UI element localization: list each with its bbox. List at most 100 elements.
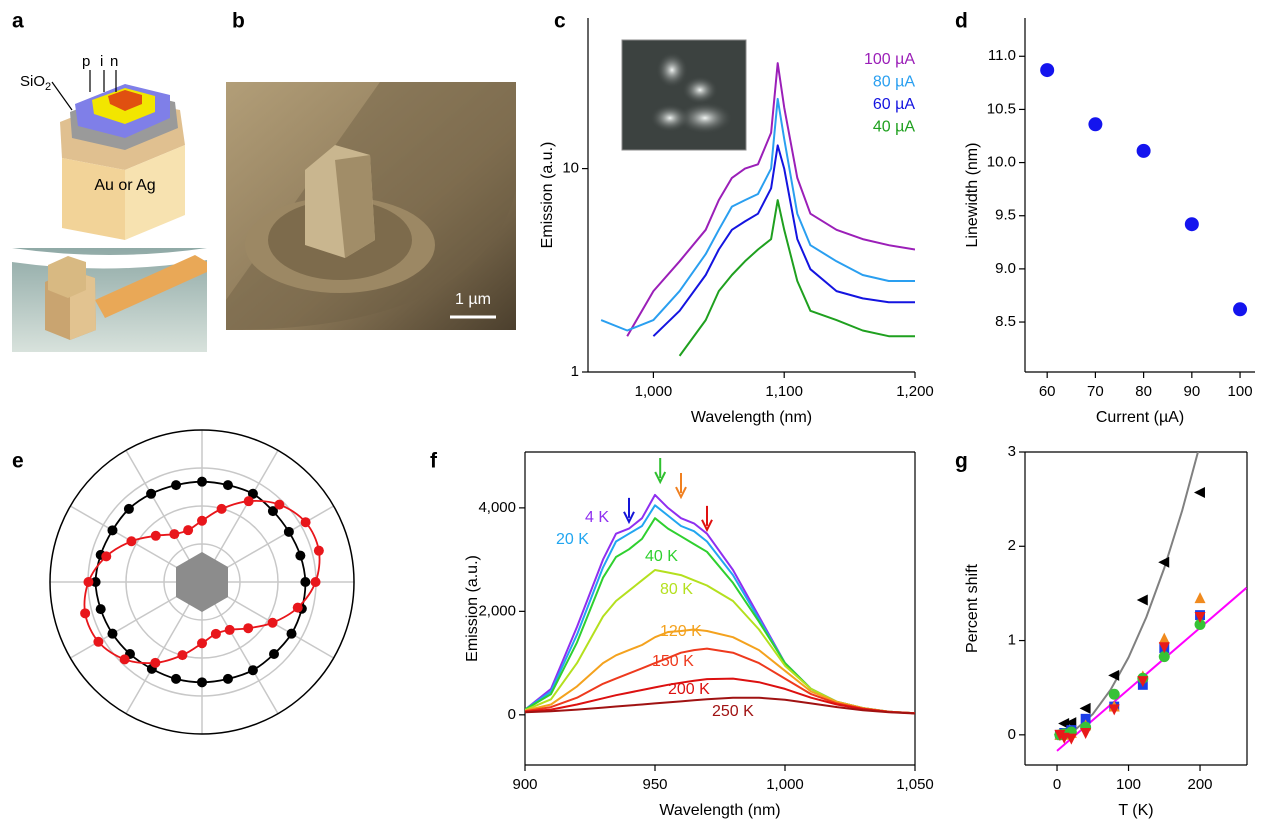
x-tick-label: 200 xyxy=(1188,776,1213,793)
x-tick-label: 100 xyxy=(1116,776,1141,793)
spectrum-line xyxy=(653,145,915,336)
x-tick-label: 950 xyxy=(642,776,667,793)
data-point xyxy=(1137,595,1148,606)
device-schematic xyxy=(12,70,207,352)
polar-point xyxy=(107,525,117,535)
data-point xyxy=(1185,217,1199,231)
polar-point xyxy=(124,504,134,514)
inset-image xyxy=(622,40,746,150)
polar-point xyxy=(169,529,179,539)
polar-point xyxy=(295,551,305,561)
x-tick-label: 80 xyxy=(1135,383,1152,400)
series-label: 60 µA xyxy=(873,96,915,113)
data-point xyxy=(1195,592,1206,603)
y-axis-title: Emission (a.u.) xyxy=(539,142,556,249)
x-tick-label: 1,000 xyxy=(635,383,673,400)
polar-point xyxy=(217,504,227,514)
data-point xyxy=(1137,144,1151,158)
x-tick-label: 0 xyxy=(1053,776,1061,793)
x-axis-title: T (K) xyxy=(1118,802,1153,819)
polar-point xyxy=(268,618,278,628)
x-tick-label: 100 xyxy=(1228,383,1253,400)
polar-point xyxy=(300,577,310,587)
pillar-hexagon xyxy=(176,552,228,612)
x-tick-label: 1,000 xyxy=(766,776,804,793)
polar-point xyxy=(274,500,284,510)
polar-point xyxy=(311,577,321,587)
data-point xyxy=(1080,703,1091,714)
polar-point xyxy=(314,546,324,556)
plot-area xyxy=(1057,414,1247,751)
data-point xyxy=(1159,633,1170,644)
data-point xyxy=(1088,117,1102,131)
polar-point xyxy=(80,608,90,618)
polar-point xyxy=(287,629,297,639)
polar-point xyxy=(93,637,103,647)
series-label: 4 K xyxy=(585,509,609,526)
polar-point xyxy=(107,629,117,639)
polar-point xyxy=(197,677,207,687)
series-label: 40 K xyxy=(645,548,678,565)
series-label: 200 K xyxy=(668,681,710,698)
data-point xyxy=(1040,63,1054,77)
y-tick-label: 8.5 xyxy=(995,313,1016,330)
polar-point xyxy=(223,480,233,490)
series-label: 100 µA xyxy=(864,51,915,68)
panel-label: g xyxy=(955,450,968,473)
y-tick-label: 10 xyxy=(562,160,579,177)
polar-point xyxy=(244,496,254,506)
y-tick-label: 2 xyxy=(1008,537,1016,554)
x-tick-label: 1,100 xyxy=(765,383,803,400)
y-tick-label: 3 xyxy=(1008,443,1016,460)
polar-point xyxy=(223,674,233,684)
layer-label: i xyxy=(100,53,103,70)
spectrum-line xyxy=(525,570,915,713)
polar-point xyxy=(126,536,136,546)
series-label: 80 K xyxy=(660,581,693,598)
x-tick-label: 1,200 xyxy=(896,383,934,400)
y-tick-label: 9.0 xyxy=(995,260,1016,277)
substrate-label: Au or Ag xyxy=(94,177,155,194)
polar-point xyxy=(150,658,160,668)
oxide-text: SiO xyxy=(20,73,45,90)
x-tick-label: 900 xyxy=(512,776,537,793)
peak-arrow xyxy=(702,506,712,530)
panel-label: d xyxy=(955,10,968,33)
polar-point xyxy=(183,525,193,535)
polar-point xyxy=(197,477,207,487)
oxide-label: SiO2 xyxy=(20,73,51,93)
polar-point xyxy=(293,603,303,613)
polar-point xyxy=(211,629,221,639)
polar-point xyxy=(243,623,253,633)
panel-label: b xyxy=(232,10,245,33)
y-tick-label: 1 xyxy=(571,363,579,380)
y-tick-label: 11.0 xyxy=(988,47,1016,64)
x-axis-title: Current (µA) xyxy=(1096,409,1184,426)
series-label: 40 µA xyxy=(873,119,915,136)
series-label: 150 K xyxy=(652,653,694,670)
y-tick-label: 9.5 xyxy=(995,207,1016,224)
y-tick-label: 1 xyxy=(1008,632,1016,649)
data-point xyxy=(1194,487,1205,498)
data-point xyxy=(1233,302,1247,316)
y-tick-label: 10.0 xyxy=(987,154,1016,171)
panel-label: e xyxy=(12,450,24,473)
polar-point xyxy=(269,649,279,659)
series-label: 20 K xyxy=(556,531,589,548)
polar-point xyxy=(101,551,111,561)
polar-point xyxy=(248,665,258,675)
polar-point xyxy=(301,517,311,527)
polar-point xyxy=(177,650,187,660)
fit-line xyxy=(1057,414,1207,739)
y-tick-label: 0 xyxy=(508,706,516,723)
series-label: 120 K xyxy=(660,623,702,640)
data-point xyxy=(1108,670,1119,681)
data-point xyxy=(1080,728,1091,739)
y-tick-label: 10.5 xyxy=(987,100,1016,117)
x-axis-title: Wavelength (nm) xyxy=(659,802,780,819)
polar-point xyxy=(171,480,181,490)
x-tick-label: 1,050 xyxy=(896,776,934,793)
polar-point xyxy=(96,604,106,614)
x-tick-label: 90 xyxy=(1183,383,1200,400)
spectrum-line xyxy=(525,630,915,714)
